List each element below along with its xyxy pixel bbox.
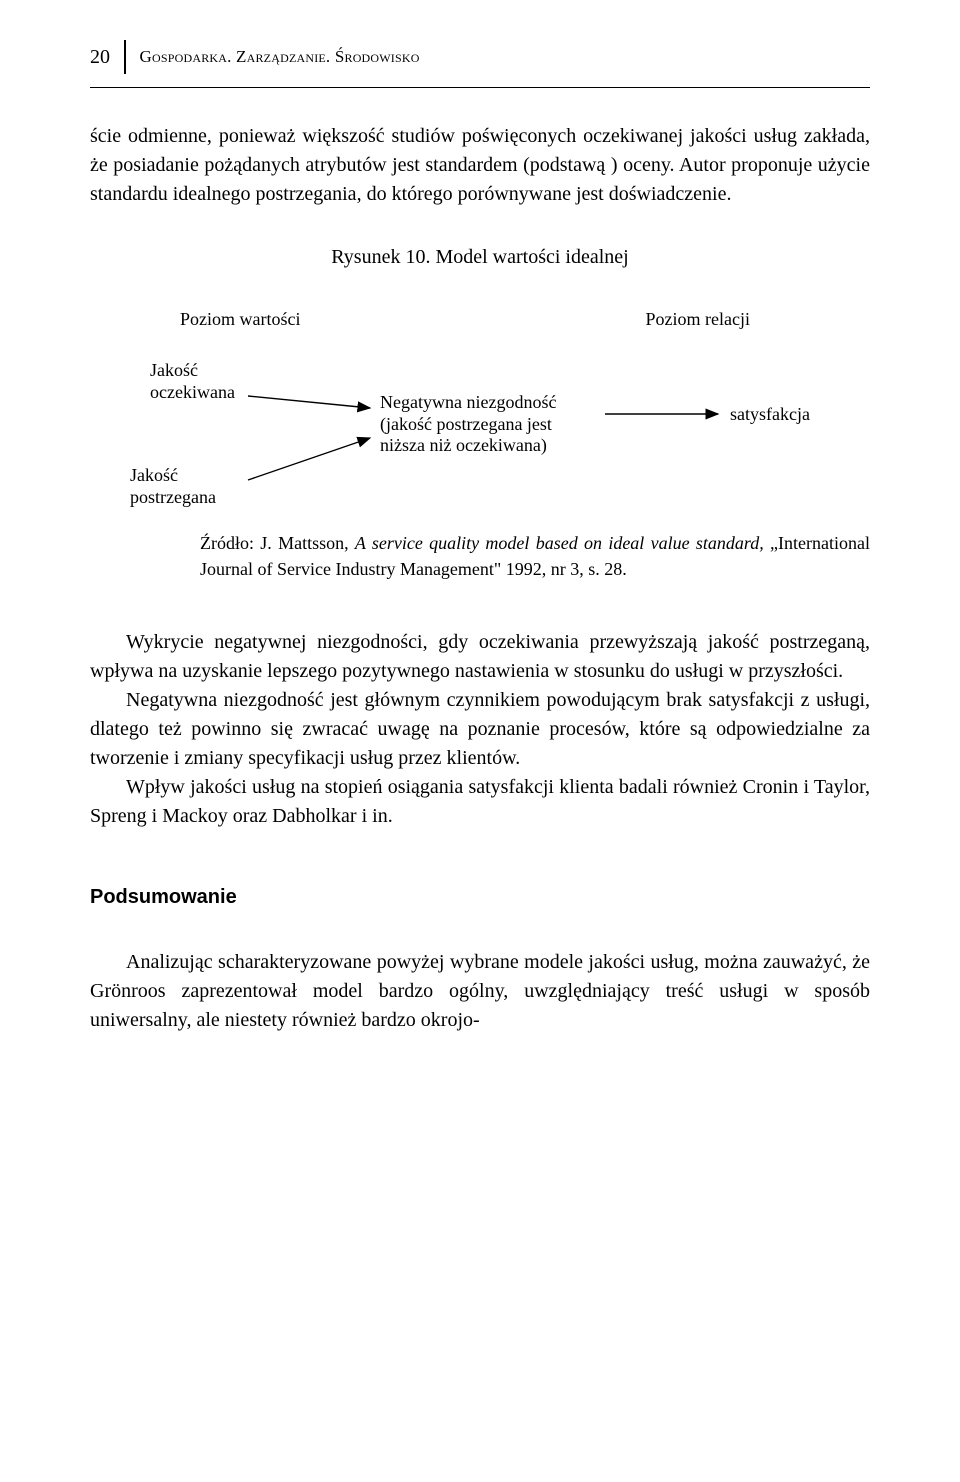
header-rule [90,87,870,88]
node-negative-discrepancy: Negatywna niezgodność (jakość postrzegan… [380,392,600,457]
header-title: Gospodarka. Zarządzanie. Środowisko [140,45,420,70]
paragraph-4: Wpływ jakości usług na stopień osiągania… [90,773,870,831]
source-italic: A service quality model based on ideal v… [355,533,764,553]
node-quality-perceived-l1: Jakość [130,465,216,487]
figure-diagram: Poziom wartości Poziom relacji Jakość oc… [90,306,870,500]
paragraph-intro: ście odmienne, ponieważ większość studió… [90,122,870,209]
paragraph-3: Negatywna niezgodność jest głównym czynn… [90,686,870,773]
node-quality-perceived: Jakość postrzegana [130,465,216,508]
node-center-l2: (jakość postrzegana jest [380,414,600,436]
node-center-l3: niższa niż oczekiwana) [380,435,600,457]
section-heading-summary: Podsumowanie [90,883,870,912]
summary-block: Analizując scharakteryzowane powyżej wyb… [90,948,870,1035]
node-satisfaction: satysfakcja [730,404,810,426]
paragraph-5: Analizując scharakteryzowane powyżej wyb… [90,948,870,1035]
node-center-l1: Negatywna niezgodność [380,392,600,414]
node-quality-expected: Jakość oczekiwana [150,360,235,403]
body-text-block: Wykrycie negatywnej niezgodności, gdy oc… [90,628,870,831]
paragraph-2: Wykrycie negatywnej niezgodności, gdy oc… [90,628,870,686]
header-divider [124,40,126,74]
node-quality-expected-l2: oczekiwana [150,382,235,404]
label-level-relation: Poziom relacji [646,306,750,332]
page-number: 20 [90,43,110,72]
source-label: Źródło: J. Mattsson, [200,533,355,553]
figure-source: Źródło: J. Mattsson, A service quality m… [200,530,870,582]
page-header: 20 Gospodarka. Zarządzanie. Środowisko [90,40,870,74]
figure-caption: Rysunek 10. Model wartości idealnej [90,243,870,272]
node-quality-perceived-l2: postrzegana [130,487,216,509]
node-quality-expected-l1: Jakość [150,360,235,382]
diagram-top-row: Poziom wartości Poziom relacji [90,306,870,332]
label-level-value: Poziom wartości [180,306,300,332]
diagram-body: Jakość oczekiwana Jakość postrzegana Neg… [90,360,870,500]
